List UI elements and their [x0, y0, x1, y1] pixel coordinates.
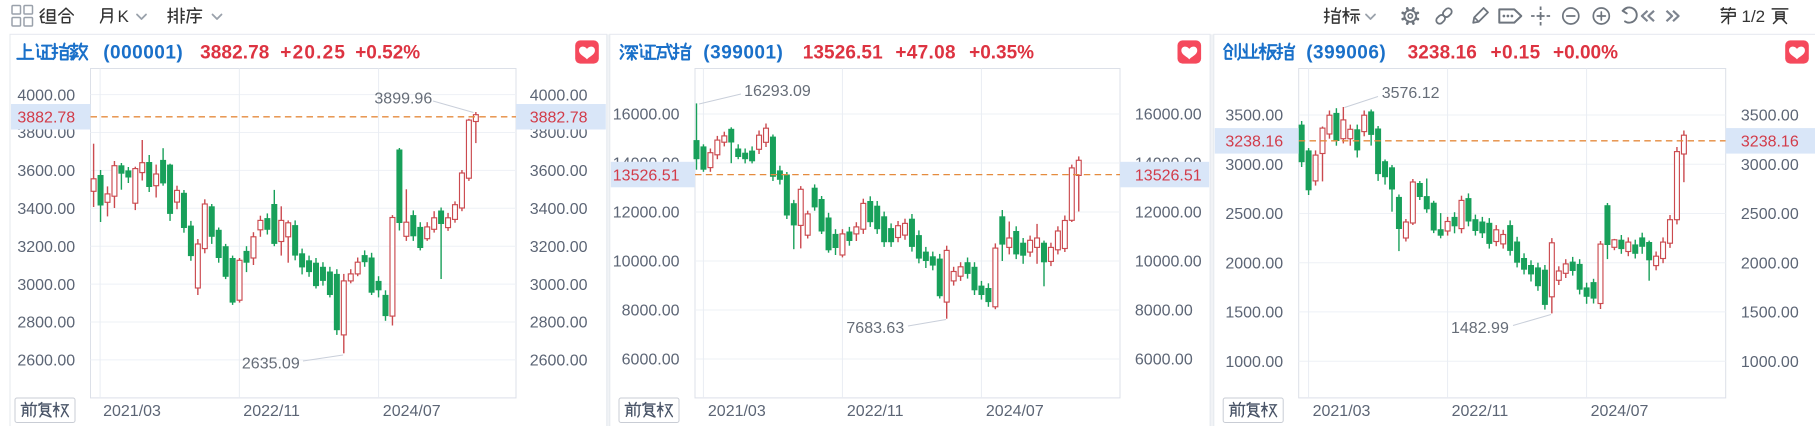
svg-text:2024/07: 2024/07 — [1591, 403, 1649, 420]
svg-text:16000.00: 16000.00 — [613, 107, 680, 124]
svg-text:2500.00: 2500.00 — [1225, 206, 1283, 223]
svg-text:3576.12: 3576.12 — [1382, 85, 1440, 102]
svg-text:2000.00: 2000.00 — [1741, 255, 1799, 272]
svg-text:13526.51: 13526.51 — [613, 167, 680, 184]
svg-text:3000.00: 3000.00 — [1225, 157, 1283, 174]
svg-text:3238.16: 3238.16 — [1225, 134, 1283, 151]
svg-text:4000.00: 4000.00 — [530, 87, 588, 104]
svg-text:3899.96: 3899.96 — [374, 91, 432, 108]
svg-text:3882.78: 3882.78 — [200, 42, 269, 63]
svg-text:3238.16: 3238.16 — [1408, 42, 1477, 63]
svg-text:+0.00%: +0.00% — [1553, 42, 1618, 63]
svg-text:2022/11: 2022/11 — [847, 403, 904, 420]
svg-text:3500.00: 3500.00 — [1741, 108, 1799, 125]
svg-text:3882.78: 3882.78 — [17, 110, 75, 127]
svg-text:1500.00: 1500.00 — [1225, 305, 1283, 322]
svg-text:2022/11: 2022/11 — [243, 403, 300, 420]
svg-text:10000.00: 10000.00 — [613, 254, 680, 271]
svg-text:2500.00: 2500.00 — [1741, 206, 1799, 223]
svg-text:+0.15: +0.15 — [1491, 42, 1541, 63]
svg-text:2021/03: 2021/03 — [708, 403, 766, 420]
svg-text:12000.00: 12000.00 — [613, 205, 680, 222]
svg-text:10000.00: 10000.00 — [1135, 254, 1202, 271]
svg-text:13526.51: 13526.51 — [1135, 167, 1202, 184]
svg-text:1/2: 1/2 — [1742, 7, 1766, 26]
svg-text:7683.63: 7683.63 — [846, 320, 904, 337]
svg-text:2024/07: 2024/07 — [986, 403, 1044, 420]
svg-text:3200.00: 3200.00 — [17, 239, 75, 256]
svg-text:2635.09: 2635.09 — [242, 355, 300, 372]
svg-text:16293.09: 16293.09 — [744, 83, 811, 100]
svg-text:1482.99: 1482.99 — [1451, 320, 1509, 337]
svg-text:3500.00: 3500.00 — [1225, 108, 1283, 125]
svg-text:6000.00: 6000.00 — [622, 352, 680, 369]
svg-text:(399001): (399001) — [703, 42, 783, 63]
svg-text:2600.00: 2600.00 — [17, 353, 75, 370]
svg-text:3000.00: 3000.00 — [1741, 157, 1799, 174]
svg-text:1500.00: 1500.00 — [1741, 305, 1799, 322]
svg-text:3400.00: 3400.00 — [17, 201, 75, 218]
svg-text:2800.00: 2800.00 — [17, 315, 75, 332]
svg-text:1000.00: 1000.00 — [1225, 354, 1283, 371]
svg-text:8000.00: 8000.00 — [622, 303, 680, 320]
svg-text:2021/03: 2021/03 — [1313, 403, 1371, 420]
svg-text:+47.08: +47.08 — [895, 42, 955, 63]
svg-text:+0.35%: +0.35% — [969, 42, 1034, 63]
svg-text:2021/03: 2021/03 — [103, 403, 161, 420]
svg-text:2600.00: 2600.00 — [530, 353, 588, 370]
svg-text:3000.00: 3000.00 — [17, 277, 75, 294]
svg-text:3238.16: 3238.16 — [1741, 134, 1799, 151]
svg-text:8000.00: 8000.00 — [1135, 303, 1193, 320]
svg-text:2022/11: 2022/11 — [1452, 403, 1509, 420]
svg-text:(399006): (399006) — [1306, 42, 1386, 63]
svg-text:3000.00: 3000.00 — [530, 277, 588, 294]
svg-text:+20.25: +20.25 — [280, 42, 346, 63]
svg-text:3600.00: 3600.00 — [17, 163, 75, 180]
svg-text:3400.00: 3400.00 — [530, 201, 588, 218]
svg-text:2024/07: 2024/07 — [383, 403, 441, 420]
svg-text:6000.00: 6000.00 — [1135, 352, 1193, 369]
svg-text:+0.52%: +0.52% — [355, 42, 420, 63]
svg-text:4000.00: 4000.00 — [17, 87, 75, 104]
svg-text:13526.51: 13526.51 — [803, 42, 883, 63]
svg-text:3200.00: 3200.00 — [530, 239, 588, 256]
svg-text:16000.00: 16000.00 — [1135, 107, 1202, 124]
svg-text:3600.00: 3600.00 — [530, 163, 588, 180]
svg-text:(000001): (000001) — [103, 42, 183, 63]
svg-text:3882.78: 3882.78 — [530, 110, 588, 127]
svg-text:12000.00: 12000.00 — [1135, 205, 1202, 222]
svg-text:1000.00: 1000.00 — [1741, 354, 1799, 371]
svg-text:2800.00: 2800.00 — [530, 315, 588, 332]
svg-text:K: K — [118, 7, 130, 26]
svg-text:2000.00: 2000.00 — [1225, 255, 1283, 272]
